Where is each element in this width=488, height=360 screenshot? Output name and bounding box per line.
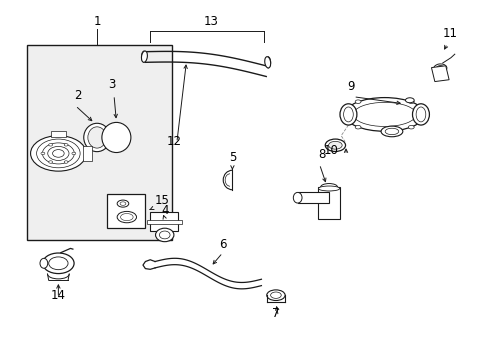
Ellipse shape [415, 107, 425, 122]
Text: 14: 14 [51, 289, 66, 302]
Ellipse shape [117, 200, 128, 207]
Ellipse shape [48, 147, 69, 161]
Ellipse shape [40, 258, 48, 268]
Ellipse shape [83, 123, 110, 152]
Bar [430, 66, 448, 82]
Bar [150, 212, 178, 231]
Ellipse shape [49, 144, 53, 146]
Ellipse shape [328, 141, 342, 149]
Text: 7: 7 [272, 307, 279, 320]
Text: 6: 6 [219, 238, 226, 251]
Ellipse shape [435, 66, 444, 71]
Text: 5: 5 [228, 151, 236, 164]
Ellipse shape [41, 152, 45, 155]
Ellipse shape [320, 184, 337, 191]
Ellipse shape [293, 192, 302, 203]
Ellipse shape [117, 211, 136, 223]
Ellipse shape [49, 257, 68, 270]
Ellipse shape [141, 51, 147, 62]
Ellipse shape [339, 104, 356, 125]
Ellipse shape [53, 150, 64, 157]
Ellipse shape [344, 98, 424, 131]
Ellipse shape [88, 127, 106, 148]
Text: 4: 4 [161, 204, 168, 217]
Ellipse shape [354, 125, 360, 129]
Bar [318, 187, 339, 219]
Ellipse shape [433, 64, 446, 73]
Ellipse shape [155, 228, 174, 242]
Ellipse shape [64, 144, 68, 146]
Ellipse shape [407, 125, 413, 129]
Ellipse shape [31, 136, 86, 171]
Ellipse shape [412, 104, 428, 125]
Ellipse shape [325, 139, 345, 152]
Bar [297, 192, 328, 203]
Ellipse shape [405, 98, 413, 103]
Ellipse shape [64, 161, 68, 163]
Text: 13: 13 [203, 15, 218, 28]
Ellipse shape [354, 100, 360, 103]
Text: 3: 3 [108, 78, 115, 91]
Text: 1: 1 [93, 15, 101, 28]
Ellipse shape [120, 202, 125, 205]
Text: 8: 8 [318, 148, 325, 161]
Bar [146, 220, 181, 224]
Text: 10: 10 [324, 144, 338, 157]
Text: 9: 9 [346, 80, 354, 93]
Ellipse shape [270, 292, 281, 298]
Bar [27, 45, 172, 240]
Bar [106, 194, 145, 228]
Bar [51, 131, 65, 138]
Ellipse shape [42, 253, 74, 274]
Ellipse shape [49, 161, 53, 163]
Ellipse shape [37, 139, 80, 168]
Ellipse shape [42, 143, 74, 164]
Ellipse shape [318, 186, 339, 191]
Ellipse shape [264, 57, 270, 68]
Text: 11: 11 [442, 27, 457, 40]
Ellipse shape [352, 102, 415, 126]
Ellipse shape [343, 107, 352, 122]
Text: 12: 12 [166, 135, 182, 148]
Ellipse shape [72, 152, 76, 155]
Text: 15: 15 [155, 194, 170, 207]
Ellipse shape [407, 100, 413, 103]
Text: 2: 2 [74, 89, 81, 102]
Bar [82, 146, 92, 161]
Ellipse shape [380, 126, 402, 137]
Ellipse shape [102, 122, 131, 153]
Ellipse shape [121, 213, 133, 221]
Ellipse shape [266, 290, 285, 301]
Ellipse shape [385, 128, 398, 135]
Ellipse shape [159, 231, 170, 239]
